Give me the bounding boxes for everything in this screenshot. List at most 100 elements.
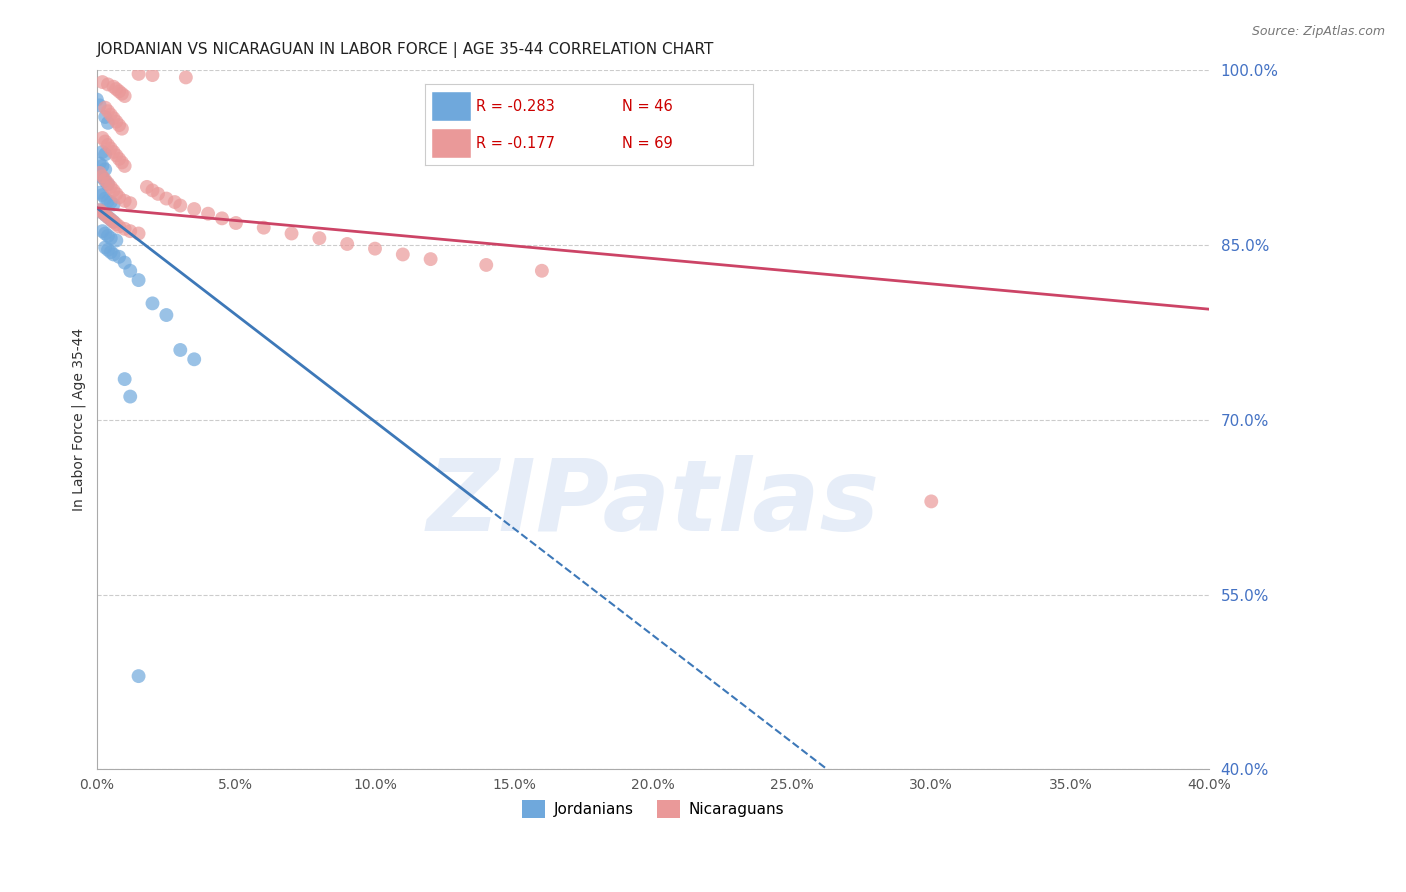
Point — [94, 208, 117, 222]
Point — [197, 207, 219, 221]
Point — [91, 145, 114, 159]
Point — [108, 219, 131, 234]
Point — [103, 197, 125, 211]
Point — [105, 114, 128, 128]
Point — [97, 116, 120, 130]
Point — [183, 202, 205, 216]
Point — [108, 250, 131, 264]
Point — [91, 224, 114, 238]
Point — [141, 68, 163, 82]
Point — [530, 264, 553, 278]
Point — [94, 208, 117, 222]
Point — [89, 166, 111, 180]
Point — [91, 205, 114, 219]
Point — [391, 247, 413, 261]
Point — [94, 162, 117, 177]
Point — [141, 183, 163, 197]
Point — [89, 203, 111, 218]
Point — [169, 198, 191, 212]
Point — [103, 215, 125, 229]
Point — [97, 104, 120, 119]
Point — [100, 195, 122, 210]
Point — [89, 186, 111, 200]
Point — [225, 216, 247, 230]
Point — [336, 237, 359, 252]
Point — [91, 159, 114, 173]
Point — [103, 183, 125, 197]
Point — [128, 67, 150, 81]
Point — [100, 245, 122, 260]
Point — [114, 159, 136, 173]
Point — [100, 231, 122, 245]
Point — [108, 118, 131, 132]
Point — [141, 296, 163, 310]
Point — [94, 135, 117, 149]
Point — [97, 138, 120, 153]
Point — [128, 669, 150, 683]
Point — [120, 196, 142, 211]
Point — [120, 390, 142, 404]
Point — [114, 255, 136, 269]
Point — [111, 121, 134, 136]
Point — [108, 84, 131, 98]
Point — [114, 89, 136, 103]
Point — [94, 174, 117, 188]
Point — [91, 170, 114, 185]
Point — [94, 192, 117, 206]
Point — [89, 98, 111, 112]
Point — [89, 168, 111, 182]
Text: Source: ZipAtlas.com: Source: ZipAtlas.com — [1251, 25, 1385, 38]
Point — [146, 186, 169, 201]
Point — [364, 242, 387, 256]
Point — [103, 215, 125, 229]
Point — [94, 147, 117, 161]
Text: ZIPatlas: ZIPatlas — [426, 455, 880, 552]
Point — [94, 110, 117, 124]
Point — [103, 111, 125, 125]
Point — [475, 258, 498, 272]
Point — [97, 243, 120, 257]
Point — [111, 87, 134, 101]
Point — [253, 220, 276, 235]
Point — [920, 494, 942, 508]
Point — [105, 148, 128, 162]
Point — [100, 180, 122, 194]
Point — [114, 222, 136, 236]
Point — [163, 195, 186, 210]
Point — [103, 79, 125, 94]
Point — [128, 273, 150, 287]
Point — [155, 308, 177, 322]
Point — [94, 173, 117, 187]
Point — [105, 82, 128, 96]
Point — [94, 227, 117, 241]
Point — [89, 156, 111, 170]
Point — [211, 211, 233, 226]
Y-axis label: In Labor Force | Age 35-44: In Labor Force | Age 35-44 — [72, 328, 86, 511]
Point — [114, 372, 136, 386]
Point — [100, 212, 122, 227]
Point — [108, 152, 131, 166]
Point — [128, 227, 150, 241]
Point — [120, 224, 142, 238]
Point — [105, 217, 128, 231]
Point — [419, 252, 441, 266]
Point — [91, 188, 114, 202]
Point — [97, 78, 120, 92]
Point — [89, 203, 111, 218]
Point — [280, 227, 302, 241]
Point — [86, 93, 108, 107]
Point — [94, 240, 117, 254]
Point — [91, 169, 114, 184]
Point — [97, 210, 120, 224]
Point — [183, 352, 205, 367]
Legend: Jordanians, Nicaraguans: Jordanians, Nicaraguans — [516, 794, 790, 824]
Point — [114, 194, 136, 208]
Point — [97, 210, 120, 224]
Point — [100, 108, 122, 122]
Point — [120, 264, 142, 278]
Text: JORDANIAN VS NICARAGUAN IN LABOR FORCE | AGE 35-44 CORRELATION CHART: JORDANIAN VS NICARAGUAN IN LABOR FORCE |… — [97, 42, 714, 58]
Point — [135, 180, 157, 194]
Point — [97, 194, 120, 208]
Point — [97, 177, 120, 191]
Point — [91, 131, 114, 145]
